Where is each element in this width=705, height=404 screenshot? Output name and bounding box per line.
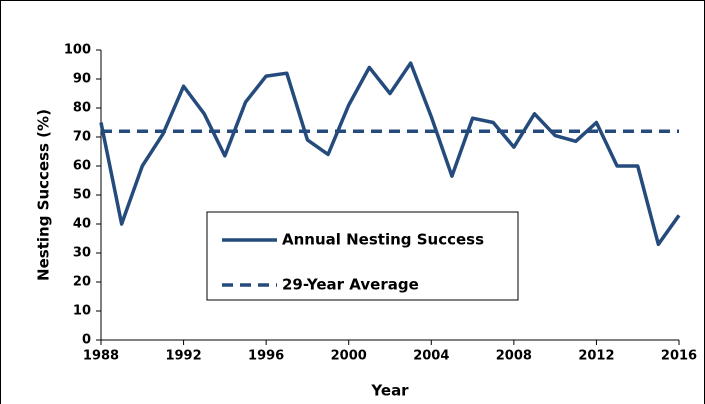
x-tick-label: 2004: [413, 349, 449, 364]
y-tick-label: 10: [73, 304, 91, 319]
y-tick-label: 50: [73, 188, 91, 203]
legend-label: Annual Nesting Success: [282, 231, 484, 249]
x-tick-label: 1988: [83, 349, 119, 364]
y-tick-label: 90: [73, 72, 91, 87]
x-axis-title: Year: [370, 382, 409, 400]
x-tick-label: 2016: [661, 349, 697, 364]
x-tick-label: 2000: [331, 349, 367, 364]
x-tick-label: 1992: [165, 349, 201, 364]
y-tick-label: 60: [73, 159, 91, 174]
y-tick-label: 70: [73, 130, 91, 145]
legend-label: 29-Year Average: [282, 276, 419, 294]
x-tick-label: 2008: [496, 349, 532, 364]
y-tick-label: 30: [73, 246, 91, 261]
y-tick-label: 100: [64, 43, 91, 58]
x-tick-label: 2012: [578, 349, 614, 364]
series-line: [99, 61, 681, 247]
y-axis-title: Nesting Success (%): [35, 109, 53, 281]
y-tick-label: 20: [73, 275, 91, 290]
y-tick-label: 40: [73, 217, 91, 232]
y-tick-label: 0: [82, 333, 91, 348]
x-tick-label: 1996: [248, 349, 284, 364]
y-tick-label: 80: [73, 101, 91, 116]
